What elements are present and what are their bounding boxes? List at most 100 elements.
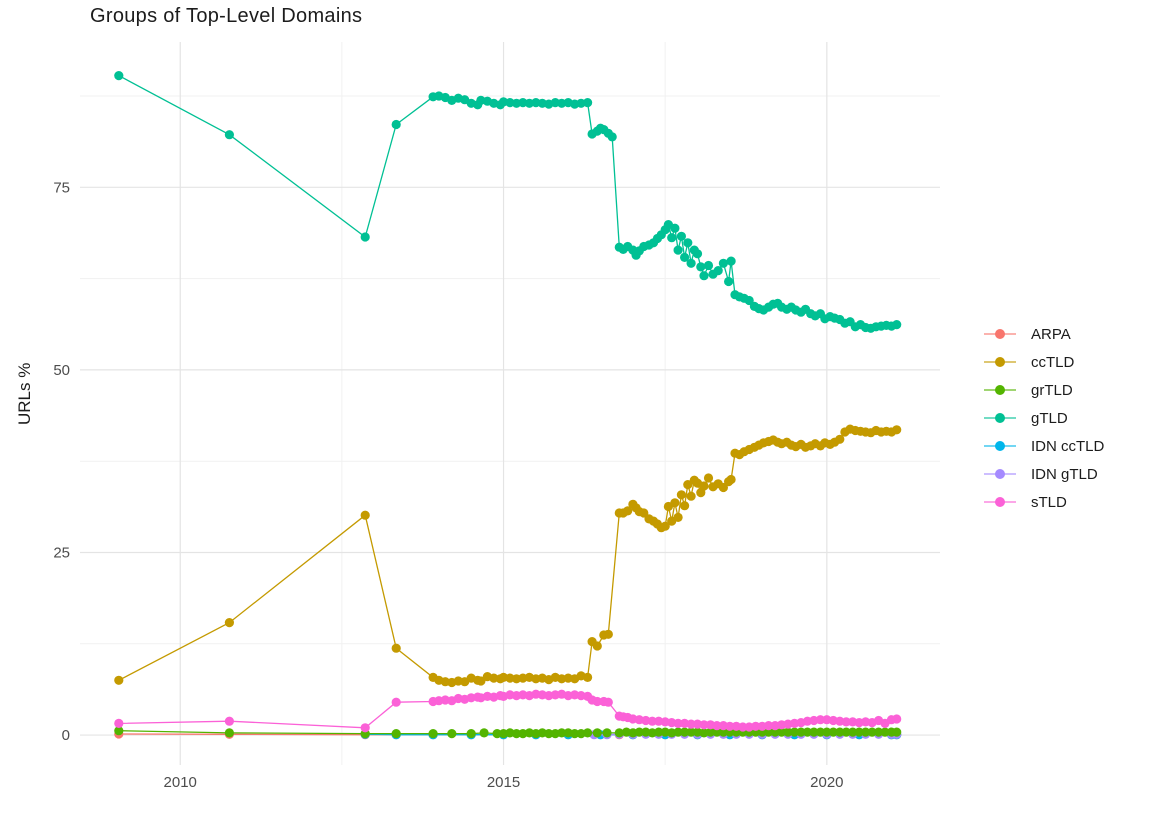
data-point xyxy=(466,729,476,739)
data-point xyxy=(114,71,124,81)
legend-item-ARPA: ARPA xyxy=(983,320,1104,348)
data-point xyxy=(224,716,234,726)
series-gTLD xyxy=(114,71,902,333)
data-point xyxy=(583,98,593,108)
data-point xyxy=(673,727,683,737)
data-point xyxy=(114,726,124,736)
data-point xyxy=(602,728,612,738)
data-point xyxy=(841,727,851,737)
data-point xyxy=(828,727,838,737)
legend-key-icon xyxy=(984,357,1016,367)
data-point xyxy=(583,728,593,738)
legend-key-icon xyxy=(984,385,1016,395)
data-point xyxy=(603,629,613,639)
data-point xyxy=(796,727,806,737)
data-point xyxy=(696,262,706,272)
x-tick-label: 2015 xyxy=(487,774,520,791)
data-point xyxy=(673,245,683,255)
data-point xyxy=(447,729,457,739)
data-point xyxy=(841,717,851,727)
data-point xyxy=(360,232,370,242)
data-point xyxy=(744,295,754,306)
data-point xyxy=(686,258,696,268)
legend-key-icon xyxy=(984,497,1016,507)
legend-key-icon xyxy=(984,413,1016,423)
data-point xyxy=(680,727,690,737)
gridlines xyxy=(80,42,940,765)
data-point xyxy=(802,727,813,737)
legend-key-icon xyxy=(984,441,1016,451)
data-point xyxy=(686,491,696,501)
data-point xyxy=(647,716,657,726)
data-point xyxy=(815,727,826,737)
data-point xyxy=(680,252,690,262)
data-point xyxy=(809,727,819,737)
data-point xyxy=(699,271,709,281)
data-point xyxy=(391,643,401,653)
data-point xyxy=(634,727,644,737)
data-point xyxy=(815,715,826,725)
data-point xyxy=(874,727,884,737)
data-point xyxy=(835,434,845,444)
legend-label: IDN gTLD xyxy=(1031,465,1098,483)
legend-label: sTLD xyxy=(1031,493,1067,511)
chart-title: Groups of Top-Level Domains xyxy=(90,5,363,27)
data-point xyxy=(114,718,124,729)
legend-item-IDN-gTLD: IDN gTLD xyxy=(983,460,1104,488)
data-point xyxy=(705,727,716,737)
data-point xyxy=(703,260,714,271)
data-point xyxy=(654,727,664,737)
data-point xyxy=(557,728,567,738)
data-point xyxy=(867,727,877,737)
data-point xyxy=(673,718,683,729)
data-point xyxy=(639,508,649,518)
data-point xyxy=(114,675,124,685)
data-point xyxy=(592,728,602,738)
data-point xyxy=(676,231,687,241)
data-point xyxy=(479,728,489,738)
data-point xyxy=(592,696,602,707)
data-point xyxy=(770,727,780,737)
data-point xyxy=(713,266,723,276)
data-point xyxy=(783,727,793,737)
data-point xyxy=(718,258,729,268)
data-point xyxy=(623,506,633,516)
data-point xyxy=(667,233,677,243)
legend-item-ccTLD: ccTLD xyxy=(983,348,1104,376)
data-point xyxy=(670,223,680,233)
data-point xyxy=(670,498,680,508)
legend-item-IDN-ccTLD: IDN ccTLD xyxy=(983,432,1104,460)
data-point xyxy=(224,618,234,628)
data-point xyxy=(360,723,370,733)
data-point xyxy=(751,721,761,731)
data-point xyxy=(391,729,401,739)
data-point xyxy=(683,480,693,490)
data-point xyxy=(224,728,234,738)
data-point xyxy=(544,729,554,739)
data-point xyxy=(428,729,438,739)
data-point xyxy=(712,721,722,731)
data-point xyxy=(848,727,858,737)
data-point xyxy=(570,729,580,739)
data-point xyxy=(676,490,687,500)
data-point xyxy=(603,697,613,707)
legend-label: ARPA xyxy=(1031,325,1071,343)
data-point xyxy=(892,714,902,724)
data-point xyxy=(614,728,624,738)
series-sTLD xyxy=(114,689,902,733)
data-point xyxy=(764,721,774,731)
data-point xyxy=(738,722,748,732)
legend: ARPA ccTLD grTLD gTLD IDN ccTLD IDN gTLD sTLD xyxy=(983,320,1104,516)
data-point xyxy=(360,510,370,520)
data-point xyxy=(686,727,696,737)
data-point xyxy=(692,249,703,259)
axis-labels: 0 25 50 75 2010 2015 2020 xyxy=(53,179,843,791)
data-point xyxy=(391,119,401,130)
legend-item-sTLD: sTLD xyxy=(983,488,1104,516)
legend-label: ccTLD xyxy=(1031,353,1075,371)
legend-key-icon xyxy=(984,469,1016,479)
data-point xyxy=(725,721,735,731)
data-point xyxy=(718,482,729,493)
data-point xyxy=(892,727,902,737)
